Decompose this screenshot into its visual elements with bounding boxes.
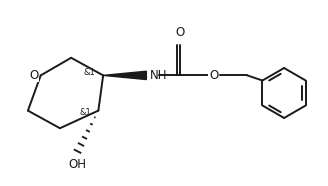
Text: O: O bbox=[209, 69, 218, 82]
Text: O: O bbox=[175, 26, 185, 39]
Text: &1: &1 bbox=[84, 68, 95, 77]
Text: O: O bbox=[29, 69, 38, 82]
Polygon shape bbox=[103, 71, 146, 80]
Text: &1: &1 bbox=[79, 108, 91, 117]
Text: NH: NH bbox=[150, 69, 168, 82]
Text: OH: OH bbox=[69, 158, 87, 171]
